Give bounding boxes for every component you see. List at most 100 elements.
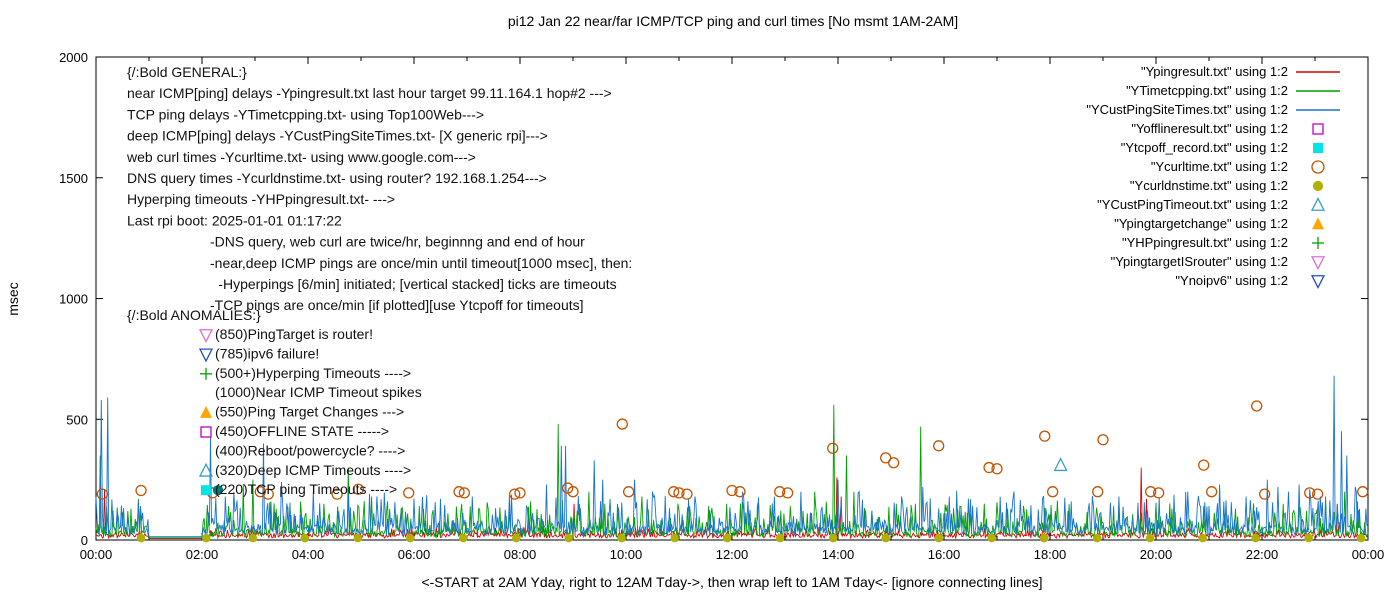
x-tick-label: 08:00 [504, 547, 537, 562]
curl-times-marker [453, 486, 465, 498]
dns-query-times-marker [300, 533, 310, 543]
curl-times-marker [509, 488, 521, 500]
x-tick-label: 00:00 [80, 547, 113, 562]
curl-times-marker [673, 487, 685, 499]
curl-times-marker [1092, 486, 1104, 498]
dns-query-times-marker [1356, 533, 1366, 543]
anomaly-marker-circle-filled [212, 485, 224, 496]
curl-times-marker [774, 486, 786, 498]
dns-query-times-marker [1198, 533, 1207, 543]
dns-query-times-marker [670, 533, 680, 543]
legend-label: "Yofflineresult.txt" using 1:2 [1131, 121, 1288, 136]
curl-times-marker [1039, 430, 1051, 442]
legend-label: "YpingtargetISrouter" using 1:2 [1111, 254, 1288, 269]
x-tick-label: 02:00 [186, 547, 219, 562]
curl-times-marker [96, 488, 109, 500]
anomaly-note-line: (400)Reboot/powercycle? ----> [215, 442, 405, 458]
curl-times-marker [991, 463, 1003, 475]
legend-label: "YCustPingSiteTimes.txt" using 1:2 [1086, 102, 1288, 117]
general-note-line: -TCP pings are once/min [if plotted][use… [210, 297, 584, 313]
anomalies-header: {/:Bold ANOMALIES:} [127, 307, 261, 323]
general-note-line: {/:Bold GENERAL:} [127, 64, 247, 80]
x-tick-label: 14:00 [822, 547, 855, 562]
curl-times-marker [514, 487, 526, 499]
dns-query-times-marker [201, 533, 211, 543]
curl-times-marker [1198, 459, 1210, 471]
general-note-line: -near,deep ICMP pings are once/min until… [210, 255, 632, 271]
curl-times-marker [888, 457, 900, 469]
curl-times-marker [1097, 434, 1109, 446]
curl-times-marker [1153, 487, 1165, 499]
anomaly-note-line: (550)Ping Target Changes ---> [215, 404, 404, 420]
x-tick-label: 20:00 [1140, 547, 1173, 562]
dns-query-times-marker [512, 533, 521, 543]
curl-times-marker [331, 488, 343, 500]
general-note-line: Hyperping timeouts -YHPpingresult.txt- -… [127, 191, 395, 207]
anomaly-note-line: (1000)Near ICMP Timeout spikes [215, 384, 422, 400]
curl-times-marker [1357, 486, 1369, 498]
dns-query-times-marker [828, 533, 838, 543]
legend-sample-tri-down-open [1310, 256, 1326, 271]
curl-times-marker [1251, 400, 1263, 412]
dns-query-times-marker [881, 533, 890, 543]
x-axis-label: <-START at 2AM Yday, right to 12AM Tday-… [421, 574, 1042, 590]
curl-times-marker [983, 461, 995, 474]
x-tick-label: 22:00 [1246, 547, 1279, 562]
series-line-YTimetcpping [95, 404, 1369, 539]
anomaly-note-line: (320)Deep ICMP Timeouts ----> [215, 462, 411, 478]
dns-query-times-marker [1039, 533, 1049, 543]
anomaly-note-line: (450)OFFLINE STATE -----> [215, 423, 389, 439]
legend-label: "YCustPingTimeout.txt" using 1:2 [1097, 197, 1288, 212]
curl-times-marker [458, 487, 471, 499]
curl-times-marker [262, 488, 274, 500]
dns-query-times-marker [353, 533, 363, 543]
x-tick-label: 00:00 [1352, 547, 1385, 562]
legend-label: "Ynoipv6" using 1:2 [1175, 273, 1288, 288]
anomaly-marker-tri-up-filled [200, 406, 212, 418]
y-tick-label: 1000 [59, 292, 88, 307]
legend-label: "Ypingresult.txt" using 1:2 [1141, 64, 1288, 79]
legend-label: "Ycurltime.txt" using 1:2 [1151, 159, 1288, 174]
anomaly-marker-square-open [200, 426, 212, 438]
curl-times-marker [734, 486, 746, 498]
curl-times-marker [352, 483, 365, 495]
curl-times-marker [623, 486, 635, 498]
curl-times-marker [254, 486, 266, 498]
legend-sample-square-open [1312, 123, 1324, 135]
plot-area: 00:00 02:00 04:00 06:00 08:00 10:00 12:00 14:00… [59, 50, 1384, 562]
general-note-line: -Hyperpings [6/min] initiated; [vertical… [218, 276, 616, 292]
legend-label: "Ytcpoff_record.txt" using 1:2 [1121, 140, 1288, 155]
legend-label: "Ypingtargetchange" using 1:2 [1114, 216, 1288, 231]
curl-times-marker [1206, 486, 1218, 498]
anomaly-note-line: (220)TCP ping Timeouts ----> [215, 481, 397, 497]
legend-label: "YHPpingresult.txt" using 1:2 [1122, 235, 1288, 250]
curl-times-marker [933, 440, 945, 452]
anomaly-marker-tri-down-open [198, 348, 214, 363]
x-tick-label: 12:00 [716, 547, 749, 562]
curl-times-marker [782, 487, 794, 499]
legend-label: "YTimetcpping.txt" using 1:2 [1126, 83, 1288, 98]
general-note-line: web curl times -Ycurltime.txt- using www… [126, 149, 476, 165]
general-note-line: deep ICMP[ping] delays -YCustPingSiteTim… [127, 128, 548, 144]
general-note-line: -DNS query, web curl are twice/hr, begin… [210, 234, 585, 250]
legend-sample-circle-filled [1312, 180, 1324, 192]
y-tick-label: 1500 [59, 171, 88, 186]
series-line-YCustPingSiteTimes [95, 375, 1369, 538]
dns-query-times-marker [1304, 533, 1313, 543]
anomaly-note-line: (500+)Hyperping Timeouts ----> [215, 365, 411, 381]
y-axis-label: msec [5, 282, 21, 315]
curl-times-marker [668, 486, 680, 498]
dns-query-times-marker [136, 533, 146, 543]
curl-times-marker [681, 488, 693, 500]
curl-times-marker [1145, 486, 1157, 498]
curl-times-marker [1304, 487, 1316, 499]
curl-times-marker [880, 452, 892, 464]
general-note-line: Last rpi boot: 2025-01-01 01:17:22 [127, 212, 342, 228]
legend-sample-tri-up-filled [1312, 217, 1324, 230]
anomaly-note-line: (850)PingTarget is router! [215, 326, 373, 342]
chart-title: pi12 Jan 22 near/far ICMP/TCP ping and c… [508, 13, 958, 29]
curl-times-marker [403, 487, 415, 499]
dns-query-times-marker [987, 533, 996, 543]
legend-sample-circle-open [1311, 160, 1325, 174]
